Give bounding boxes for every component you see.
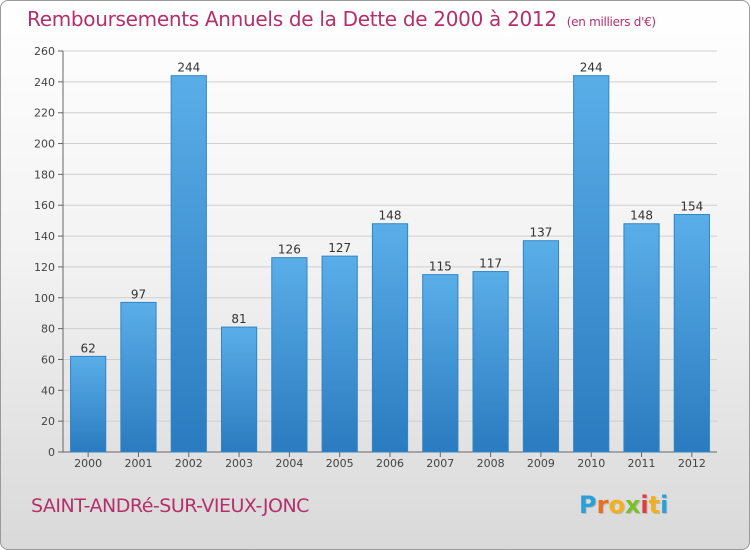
chart-title-text: Remboursements Annuels de la Dette de 20… <box>27 7 557 31</box>
data-label: 244 <box>177 61 200 75</box>
data-label: 117 <box>479 257 502 271</box>
y-tick-label: 100 <box>34 292 55 305</box>
bar-2006 <box>371 223 409 453</box>
commune-name: SAINT-ANDRé-SUR-VIEUX-JONC <box>31 495 309 517</box>
y-tick-label: 220 <box>34 107 55 120</box>
logo-letter: P <box>579 491 597 519</box>
x-tick-label: 2003 <box>225 457 253 470</box>
bar-2004 <box>271 257 308 453</box>
y-tick-label: 260 <box>34 45 55 58</box>
x-tick-label: 2000 <box>74 457 102 470</box>
y-tick-label: 120 <box>34 261 55 274</box>
x-tick-label: 2010 <box>577 457 605 470</box>
y-tick-label: 140 <box>34 230 55 243</box>
bar-2002 <box>170 75 207 453</box>
x-tick-label: 2007 <box>426 457 454 470</box>
x-tick-label: 2009 <box>527 457 555 470</box>
y-tick-label: 0 <box>48 446 55 459</box>
bars <box>70 75 710 453</box>
x-tick-label: 2006 <box>376 457 404 470</box>
bar-2007 <box>422 274 459 453</box>
y-tick-label: 160 <box>34 199 55 212</box>
bar-2009 <box>522 240 560 453</box>
bar-2012 <box>673 213 710 453</box>
bar-2000 <box>70 355 107 453</box>
y-tick-label: 20 <box>41 415 55 428</box>
y-tick-label: 240 <box>34 76 55 89</box>
bar-2008 <box>472 271 509 453</box>
data-labels: 62 97 244 81 126 127 148 115 117 137 244 148 154 <box>81 61 704 356</box>
bar-2010 <box>573 75 610 453</box>
x-tick-label: 2008 <box>477 457 505 470</box>
data-label: 62 <box>81 341 96 355</box>
data-label: 115 <box>429 260 452 274</box>
logo-letter: i <box>660 491 669 519</box>
bar-2005 <box>321 255 358 453</box>
data-label: 154 <box>680 199 703 213</box>
data-label: 97 <box>131 287 146 301</box>
x-tick-label: 2002 <box>175 457 203 470</box>
axes: 0 20 40 60 80 100 120 140 160 180 200 220 240 260 2000… <box>34 45 717 470</box>
data-label: 127 <box>328 241 351 255</box>
data-label: 148 <box>630 209 653 223</box>
y-tick-label: 180 <box>34 168 55 181</box>
y-tick-label: 200 <box>34 138 55 151</box>
logo-letter: x <box>624 491 641 519</box>
logo-letter: o <box>608 491 625 519</box>
logo-letter: r <box>596 491 609 519</box>
data-label: 244 <box>580 61 603 75</box>
logo-letter: t <box>648 491 661 519</box>
x-tick-label: 2011 <box>628 457 656 470</box>
data-label: 126 <box>278 243 301 257</box>
x-tick-label: 2004 <box>275 457 303 470</box>
data-label: 148 <box>379 209 402 223</box>
data-label: 81 <box>231 312 246 326</box>
x-tick-label: 2001 <box>124 457 152 470</box>
bar-chart: 0 20 40 60 80 100 120 140 160 180 200 220 240 260 2000… <box>34 45 717 470</box>
x-tick-label: 2012 <box>678 457 706 470</box>
chart-subtitle: (en milliers d'€) <box>566 15 656 29</box>
bar-2001 <box>120 301 157 453</box>
chart-title: Remboursements Annuels de la Dette de 20… <box>27 7 656 31</box>
x-tick-label: 2005 <box>326 457 354 470</box>
bar-2011 <box>623 223 660 453</box>
proxiti-logo: Proxiti <box>579 491 668 519</box>
y-tick-label: 40 <box>41 384 55 397</box>
data-label: 137 <box>529 226 552 240</box>
logo-letter: i <box>640 491 649 519</box>
bar-2003 <box>220 326 258 453</box>
y-tick-label: 80 <box>41 323 55 336</box>
y-tick-label: 60 <box>41 353 55 366</box>
